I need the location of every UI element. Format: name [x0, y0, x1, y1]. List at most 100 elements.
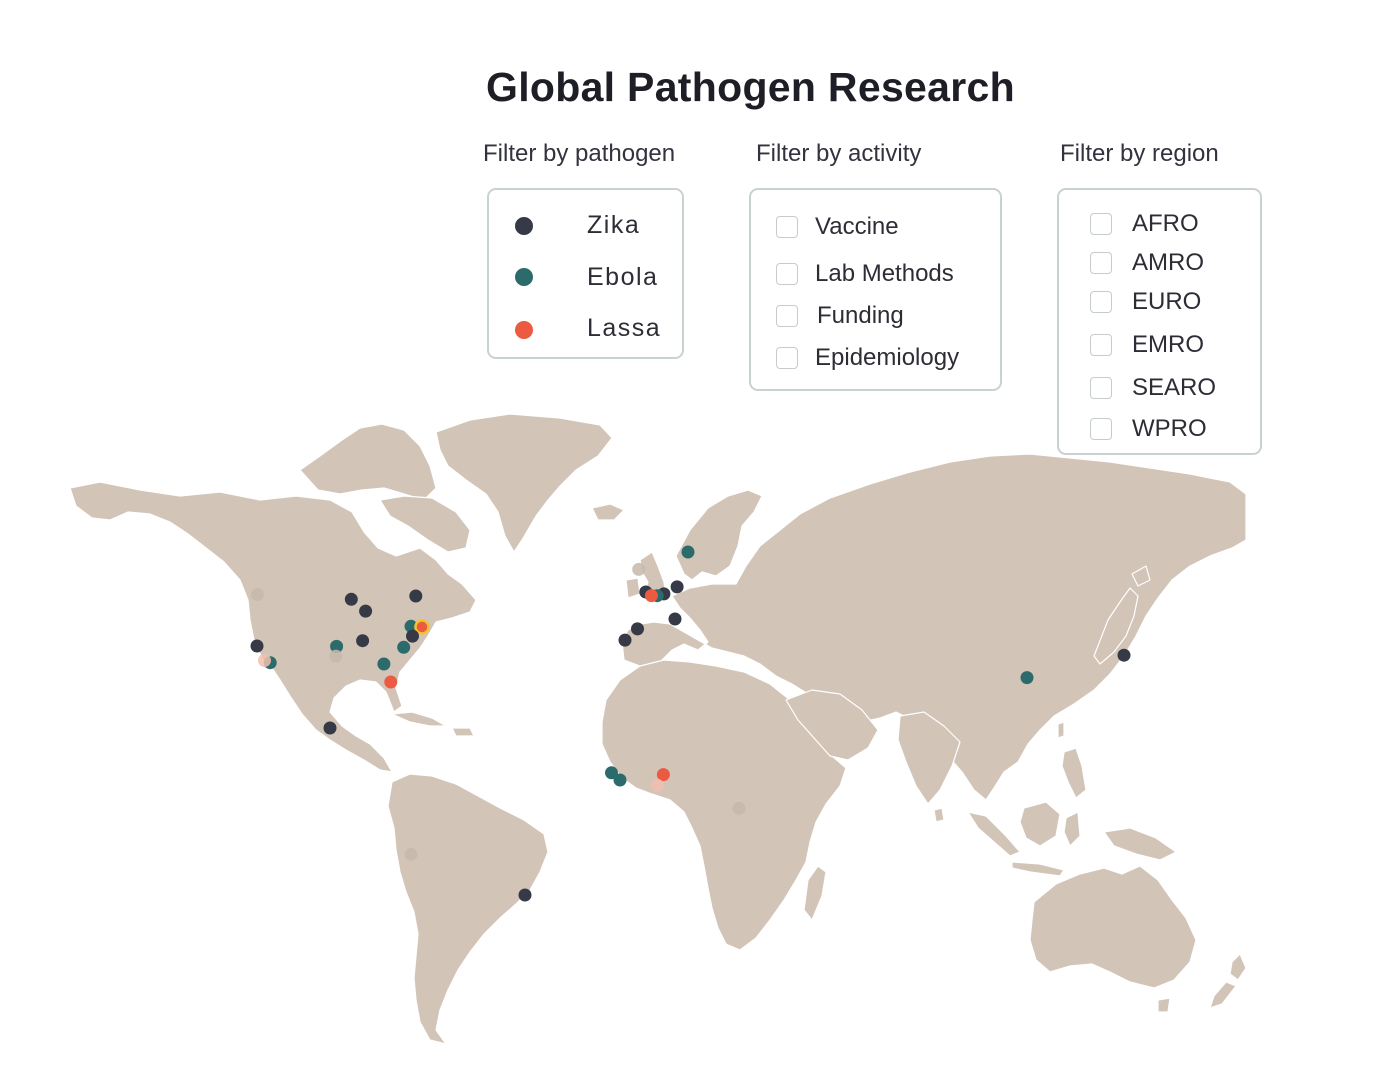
pathogen-legend: Zika Ebola Lassa	[487, 188, 684, 359]
region-option-searo[interactable]: SEARO	[1090, 374, 1216, 402]
ebola-dot-icon	[515, 268, 533, 286]
marker-ebola[interactable]: Georgia, USA	[377, 657, 391, 671]
sri-lanka	[933, 807, 945, 823]
marker-zika[interactable]: Tokyo, Japan	[1117, 648, 1131, 662]
marker-zika[interactable]: Minnesota, USA	[344, 592, 358, 606]
marker-ebola[interactable]: Edinburgh, UK	[632, 562, 646, 576]
marker-zika[interactable]: Rome, Italy	[668, 612, 682, 626]
region-filter-label: Filter by region	[1060, 140, 1219, 167]
vaccine-checkbox[interactable]	[776, 216, 798, 238]
epidemiology-checkbox[interactable]	[776, 347, 798, 369]
epidemiology-label: Epidemiology	[815, 344, 960, 371]
marker-zika[interactable]: Berlin, Germany	[670, 580, 684, 594]
activity-option-lab-methods[interactable]: Lab Methods	[776, 260, 954, 288]
marker-lassa[interactable]: Marseille, France	[644, 589, 658, 603]
eurasia	[621, 453, 1247, 801]
taiwan	[1057, 721, 1065, 739]
borneo	[1019, 801, 1061, 847]
new-zealand-south	[1209, 981, 1237, 1009]
arctic-archipelago	[299, 423, 437, 501]
region-option-afro[interactable]: AFRO	[1090, 210, 1199, 238]
legend-item-ebola[interactable]: Ebola	[515, 263, 657, 291]
legend-item-zika[interactable]: Zika	[515, 211, 639, 239]
region-option-wpro[interactable]: WPRO	[1090, 415, 1207, 443]
funding-checkbox[interactable]	[776, 305, 798, 327]
activity-filter-label: Filter by activity	[756, 140, 922, 167]
marker-ebola[interactable]: Pennsylvania, USA	[404, 619, 418, 633]
research-markers: Washington, USASan Francisco, USACalifor…	[250, 545, 1131, 902]
marker-zika[interactable]: Washington, USA	[250, 588, 264, 602]
marker-zika[interactable]: Lisbon, Portugal	[618, 633, 632, 647]
page-title: Global Pathogen Research	[486, 64, 1015, 110]
marker-lassa[interactable]: Los Angeles, USA	[258, 654, 271, 667]
searo-checkbox[interactable]	[1090, 377, 1112, 399]
legend-label-ebola: Ebola	[587, 263, 659, 291]
world-map[interactable]: Washington, USASan Francisco, USACalifor…	[0, 400, 1400, 1060]
searo-label: SEARO	[1132, 374, 1217, 401]
legend-item-lassa[interactable]: Lassa	[515, 314, 660, 342]
amro-label: AMRO	[1132, 249, 1204, 276]
amro-checkbox[interactable]	[1090, 252, 1112, 274]
lab-methods-checkbox[interactable]	[776, 263, 798, 285]
marker-zika[interactable]: Madrid, Spain	[631, 622, 644, 636]
lab-methods-label: Lab Methods	[815, 260, 954, 287]
java	[1011, 861, 1065, 877]
region-option-emro[interactable]: EMRO	[1090, 331, 1204, 359]
marker-zika[interactable]: Mexico City, Mexico	[323, 721, 337, 735]
marker-ebola[interactable]: Kansas, USA	[330, 639, 344, 653]
marker-zika[interactable]: Kampala, Uganda	[732, 801, 746, 815]
pathogen-filter-label: Filter by pathogen	[483, 140, 676, 167]
funding-label: Funding	[817, 302, 904, 329]
activity-filter-box: Vaccine Lab Methods Funding Epidemiology	[749, 188, 1002, 391]
marker-zika[interactable]: Lima, Peru	[404, 847, 418, 861]
marker-zika[interactable]: San Francisco, USA	[250, 639, 264, 653]
hokkaido	[1131, 565, 1151, 587]
sulawesi	[1063, 811, 1081, 847]
activity-option-epidemiology[interactable]: Epidemiology	[776, 344, 959, 372]
legend-label-lassa: Lassa	[587, 314, 662, 342]
activity-option-vaccine[interactable]: Vaccine	[776, 213, 899, 241]
legend-label-zika: Zika	[587, 211, 641, 239]
marker-zika[interactable]: Ottawa, Canada	[409, 589, 423, 603]
tasmania	[1157, 997, 1171, 1013]
marker-ebola[interactable]: Wuhan, China	[1020, 671, 1034, 685]
arabian-peninsula	[785, 689, 879, 761]
marker-ebola[interactable]: Conakry, Guinea	[605, 766, 618, 780]
australia	[1029, 865, 1197, 989]
north-america	[69, 481, 477, 773]
marker-zika[interactable]: Wisconsin, USA	[359, 604, 373, 618]
new-zealand-north	[1229, 953, 1247, 981]
scandinavia	[675, 489, 763, 581]
new-guinea	[1103, 827, 1177, 861]
euro-checkbox[interactable]	[1090, 291, 1112, 313]
landmasses	[69, 413, 1247, 1045]
south-america	[387, 773, 549, 1045]
marker-ebola[interactable]: Freetown, Sierra Leone	[613, 773, 627, 787]
marker-zika[interactable]: Rio de Janeiro, Brazil	[518, 888, 532, 902]
emro-checkbox[interactable]	[1090, 334, 1112, 356]
afro-checkbox[interactable]	[1090, 213, 1112, 235]
india	[897, 711, 961, 805]
greenland	[435, 413, 613, 553]
japan	[1093, 587, 1139, 665]
wpro-checkbox[interactable]	[1090, 418, 1112, 440]
marker-zika[interactable]: Missouri, USA	[356, 634, 370, 648]
region-option-amro[interactable]: AMRO	[1090, 249, 1204, 277]
marker-lassa[interactable]: Lagos, Nigeria	[650, 778, 664, 792]
iceland	[591, 503, 625, 521]
region-option-euro[interactable]: EURO	[1090, 288, 1201, 316]
marker-zika[interactable]: Maryland, USA	[406, 629, 419, 643]
marker-lassa[interactable]: Florida, USA	[384, 675, 398, 689]
activity-option-funding[interactable]: Funding	[776, 302, 904, 330]
marker-lassa[interactable]: New York, USA	[414, 619, 430, 635]
zika-dot-icon	[515, 217, 533, 235]
marker-lassa[interactable]: Abuja, Nigeria	[656, 768, 670, 782]
cuba	[391, 711, 447, 727]
lassa-dot-icon	[515, 321, 533, 339]
marker-zika[interactable]: Oklahoma, USA	[329, 649, 343, 663]
vaccine-label: Vaccine	[815, 213, 899, 240]
region-filter-box: AFRO AMRO EURO EMRO SEARO WPRO	[1057, 188, 1262, 455]
ireland	[625, 577, 641, 599]
marker-ebola[interactable]: Stockholm, Sweden	[681, 545, 695, 559]
marker-ebola[interactable]: Virginia, USA	[397, 640, 411, 654]
